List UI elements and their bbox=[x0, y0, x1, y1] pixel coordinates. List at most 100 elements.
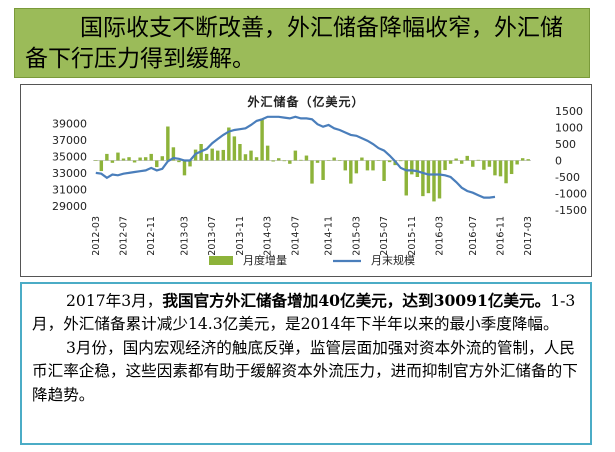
bar bbox=[454, 158, 458, 161]
bar bbox=[166, 126, 170, 161]
bar bbox=[232, 136, 237, 161]
bar bbox=[182, 160, 187, 176]
right-axis-tick: -1500 bbox=[555, 204, 587, 217]
bar bbox=[171, 147, 176, 161]
x-axis-tick: 2013-11 bbox=[235, 216, 246, 256]
bar bbox=[515, 160, 519, 165]
bar bbox=[332, 157, 336, 161]
bar bbox=[293, 150, 298, 161]
left-axis-tick: 37000 bbox=[52, 134, 87, 147]
bar bbox=[138, 157, 142, 161]
p1-tail: 1-3月，外汇储备累计减少14.3亿美元，是2014年下半年以来的最小季度降幅。 bbox=[32, 292, 576, 334]
x-axis-tick: 2014-07 bbox=[290, 216, 301, 256]
bar bbox=[277, 158, 281, 161]
left-axis-tick: 29000 bbox=[52, 200, 87, 213]
bar bbox=[476, 159, 481, 161]
bar bbox=[404, 160, 408, 196]
bar bbox=[471, 160, 475, 167]
x-axis-tick: 2012-07 bbox=[118, 216, 129, 256]
bar bbox=[127, 157, 131, 161]
x-axis-tick: 2015-11 bbox=[407, 216, 418, 256]
bar bbox=[398, 160, 403, 162]
bar bbox=[216, 150, 220, 161]
bar bbox=[387, 160, 392, 163]
bar bbox=[448, 160, 453, 164]
slide-title: 国际收支不断改善，外汇储备降幅收窄，外汇储备下行压力得到缓解。 bbox=[25, 15, 563, 72]
paragraph-1: 2017年3月，我国官方外汇储备增加40亿美元，达到30091亿美元。1-3月，… bbox=[32, 289, 580, 337]
bar bbox=[487, 160, 492, 167]
right-axis-tick: 500 bbox=[555, 138, 576, 151]
bar bbox=[360, 157, 364, 161]
bar bbox=[443, 160, 447, 171]
x-axis-tick: 2015-03 bbox=[351, 216, 362, 256]
bar bbox=[376, 160, 381, 161]
x-axis-tick: 2013-03 bbox=[179, 216, 190, 256]
p1-lead: 2017年3月， bbox=[66, 292, 163, 310]
bar bbox=[121, 158, 126, 161]
bar bbox=[432, 160, 436, 202]
bar bbox=[465, 155, 469, 161]
bar bbox=[204, 153, 209, 161]
x-axis-tick: 2015-07 bbox=[379, 216, 390, 256]
bar bbox=[509, 160, 514, 175]
bar bbox=[343, 160, 347, 171]
p1-highlight: 我国官方外汇储备增加40亿美元，达到30091亿美元。 bbox=[162, 291, 551, 310]
bar bbox=[299, 159, 303, 161]
bar bbox=[365, 160, 370, 171]
x-axis-tick: 2013-07 bbox=[207, 216, 218, 256]
left-axis-tick: 39000 bbox=[52, 117, 87, 130]
chart-title: 外汇储备（亿美元） bbox=[247, 95, 365, 109]
bar bbox=[321, 160, 325, 180]
legend-bar-label: 月度增量 bbox=[243, 253, 287, 267]
bar bbox=[94, 160, 98, 161]
x-axis-tick: 2017-03 bbox=[523, 216, 534, 256]
x-axis-tick: 2014-03 bbox=[263, 216, 274, 256]
bar bbox=[116, 152, 120, 161]
bar bbox=[243, 154, 248, 161]
bar bbox=[282, 160, 286, 162]
bar bbox=[526, 159, 530, 161]
bar bbox=[160, 156, 165, 161]
chart-panel: 外汇储备（亿美元） 29000 31000 33000 35000 37000 39000… bbox=[20, 84, 592, 277]
line-series bbox=[95, 115, 496, 199]
bar bbox=[482, 160, 486, 170]
legend-line-label: 月末规模 bbox=[371, 253, 415, 267]
x-axis-tick: 2012-11 bbox=[146, 216, 157, 256]
legend-bar-swatch bbox=[209, 256, 233, 265]
bar bbox=[149, 153, 153, 161]
bar bbox=[288, 160, 292, 164]
right-axis-tick: 1500 bbox=[555, 105, 583, 118]
bar bbox=[426, 160, 431, 194]
bar bbox=[504, 160, 508, 184]
bar bbox=[371, 160, 375, 171]
bar bbox=[260, 118, 264, 161]
bar bbox=[520, 158, 525, 161]
bar bbox=[310, 160, 314, 184]
commentary-box: 2017年3月，我国官方外汇储备增加40亿美元，达到30091亿美元。1-3月，… bbox=[20, 282, 592, 445]
chart-svg: 29000 31000 33000 35000 37000 39000 -1500 -1000… bbox=[52, 105, 587, 267]
right-axis-tick: 0 bbox=[555, 155, 562, 168]
bar bbox=[238, 144, 242, 161]
bar bbox=[315, 160, 320, 163]
bar bbox=[227, 127, 231, 161]
bar bbox=[354, 160, 359, 174]
bar bbox=[210, 148, 214, 161]
left-axis-tick: 31000 bbox=[52, 183, 87, 196]
bar bbox=[221, 149, 226, 161]
bar bbox=[304, 155, 309, 161]
bar bbox=[105, 153, 109, 161]
right-axis-tick: -1000 bbox=[555, 188, 587, 201]
paragraph-2: 3月份，国内宏观经济的触底反弹，监管层面加强对资本外流的管制，人民币汇率企稳，这… bbox=[32, 338, 578, 404]
left-axis-tick: 35000 bbox=[52, 150, 87, 163]
bar bbox=[254, 157, 259, 161]
bar bbox=[155, 160, 159, 168]
bar bbox=[459, 160, 464, 164]
bar bbox=[338, 160, 342, 161]
bar bbox=[265, 145, 270, 161]
bar bbox=[498, 160, 503, 177]
bar bbox=[415, 160, 420, 177]
x-axis-tick: 2016-11 bbox=[496, 216, 507, 256]
bar bbox=[99, 160, 104, 172]
x-axis-tick: 2016-07 bbox=[468, 216, 479, 256]
bar bbox=[249, 150, 253, 161]
